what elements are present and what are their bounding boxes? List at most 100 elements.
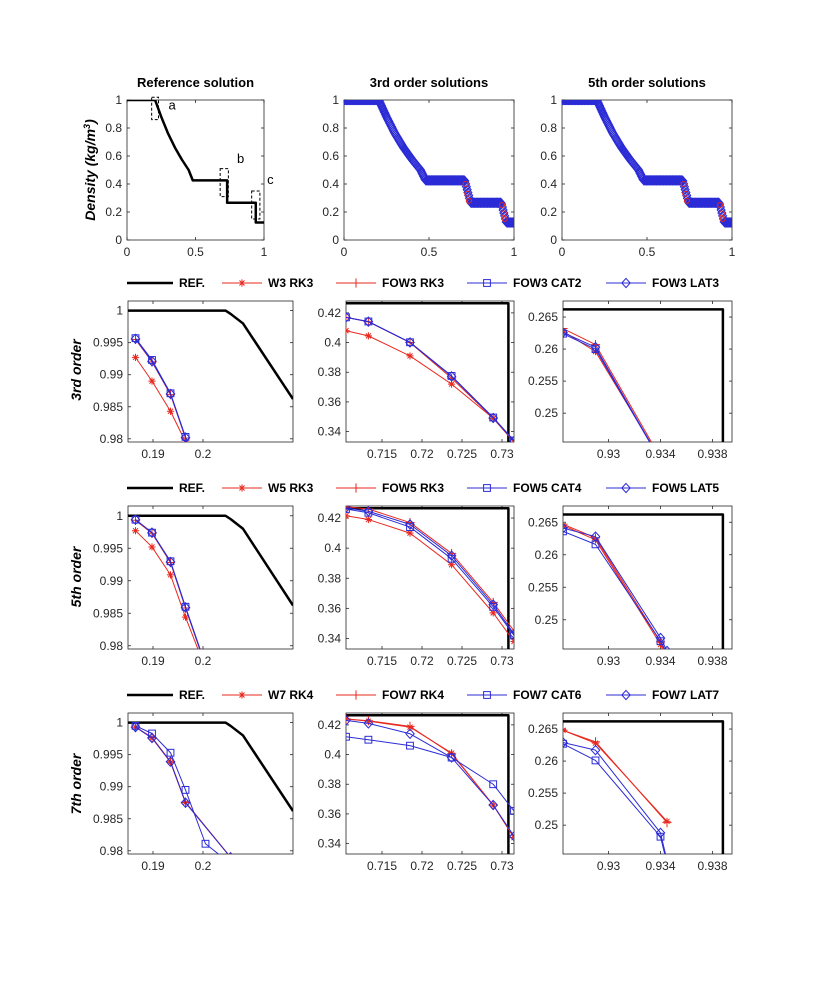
plot-area — [563, 720, 725, 854]
legend-marker — [483, 279, 491, 287]
plot-area — [128, 721, 293, 854]
data-point — [165, 756, 176, 768]
data-point-blue — [344, 100, 355, 106]
data-point — [405, 337, 415, 348]
series-line — [135, 519, 201, 649]
data-point-red — [717, 202, 724, 208]
data-point-blue — [596, 103, 606, 115]
legend-label: REF. — [179, 688, 205, 702]
series-line — [346, 507, 510, 649]
data-point-blue — [344, 100, 351, 106]
y-tick-label: 1 — [332, 93, 339, 107]
data-point — [446, 550, 457, 562]
data-point-blue — [678, 175, 688, 187]
data-point-red — [680, 181, 687, 187]
data-point-blue — [716, 204, 726, 216]
data-point-blue — [709, 197, 719, 209]
y-tick-label: 0.26 — [535, 754, 559, 768]
series-line — [563, 743, 666, 854]
series-fow7-lat7 — [563, 737, 667, 854]
data-point-blue — [584, 100, 595, 106]
series-fow7-lat7 — [346, 715, 514, 842]
data-point — [131, 515, 140, 524]
data-point-blue — [361, 100, 371, 106]
y-tick-label: 0.36 — [318, 601, 342, 615]
series-fow7-cat6 — [346, 732, 514, 815]
data-point — [166, 748, 175, 757]
y-tick-label: 0.985 — [93, 812, 123, 826]
legend-5th: REF. W5 RK3 FOW5 RK3 FOW5 CAT4 FOW5 LAT5 — [127, 481, 719, 495]
x-tick-label: 0.19 — [141, 654, 165, 668]
y-tick-label: 0.38 — [318, 777, 342, 791]
x-tick-label: 0.5 — [639, 245, 656, 259]
data-point-blue — [587, 100, 598, 106]
data-point-blue — [366, 100, 376, 106]
y-tick-label: 0 — [115, 233, 122, 247]
y-tick-label: 0.99 — [100, 780, 124, 794]
data-point — [509, 435, 514, 442]
data-point-blue — [374, 100, 384, 106]
y-tick-label: 0.2 — [540, 205, 557, 219]
data-point-blue — [725, 217, 732, 228]
y-tick-label: 0 — [332, 233, 339, 247]
axes-box — [562, 712, 733, 855]
data-point-blue — [562, 100, 572, 106]
data-point-blue — [579, 100, 589, 106]
data-point — [181, 613, 190, 621]
series-w5-rk3 — [346, 512, 514, 646]
legend-label: FOW5 LAT5 — [652, 481, 719, 495]
x-tick-label: 0.934 — [645, 654, 675, 668]
y-tick-label: 0.985 — [93, 606, 123, 620]
y-tick-label: 0.4 — [324, 748, 341, 762]
data-point-blue — [595, 102, 605, 113]
axes-box — [562, 300, 733, 443]
x-tick-label: 0.938 — [697, 654, 727, 668]
series-line — [128, 721, 293, 812]
series-ref- — [563, 720, 725, 854]
chart-r7-b: 0.715 0.72 0.725 0.73 0.34 0.36 0.38 0.4 0.42 — [318, 712, 515, 873]
series-fow3-lat3 — [346, 311, 514, 442]
data-point-blue — [580, 100, 590, 106]
x-tick-label: 0.72 — [410, 654, 434, 668]
data-point-blue — [571, 100, 581, 106]
data-point-blue — [712, 197, 722, 209]
legend-marker — [483, 484, 491, 492]
zoom-box — [151, 96, 160, 121]
data-point-blue — [375, 100, 385, 108]
legend-label: FOW7 CAT6 — [513, 688, 582, 702]
data-point-blue — [507, 217, 514, 228]
data-point — [488, 799, 499, 811]
data-point-blue — [597, 107, 608, 118]
legend-marker — [238, 484, 246, 492]
data-point-blue — [568, 100, 578, 106]
data-point — [346, 732, 350, 741]
data-point — [510, 807, 514, 815]
row-label: 5th order — [68, 545, 84, 607]
legend-marker — [238, 691, 246, 699]
data-point — [147, 355, 157, 367]
data-point — [509, 628, 514, 640]
data-point-blue — [359, 100, 369, 106]
data-point — [181, 786, 190, 794]
data-point — [364, 332, 372, 340]
chart-r3-c: 0.93 0.934 0.938 0.25 0.255 0.26 0.265 — [528, 300, 733, 461]
data-point-blue — [369, 100, 380, 106]
data-point — [346, 506, 351, 514]
series-line — [563, 741, 667, 854]
legend-label: FOW5 RK3 — [382, 481, 444, 495]
y-tick-label: 1 — [115, 93, 122, 107]
data-point — [165, 388, 176, 400]
y-tick-label: 1 — [116, 509, 123, 523]
data-point-blue — [353, 100, 364, 106]
x-tick-label: 0.73 — [490, 654, 514, 668]
annotation-label: b — [237, 151, 244, 166]
series-ref- — [346, 507, 510, 649]
y-tick-label: 0.26 — [535, 342, 559, 356]
data-point — [405, 728, 415, 740]
x-tick-label: 1 — [261, 245, 268, 259]
axes-box — [562, 505, 733, 650]
data-point-blue — [723, 217, 732, 228]
data-point-blue — [379, 105, 389, 117]
series-fow5-lat5 — [563, 522, 671, 649]
row-label: 7th order — [68, 752, 84, 814]
